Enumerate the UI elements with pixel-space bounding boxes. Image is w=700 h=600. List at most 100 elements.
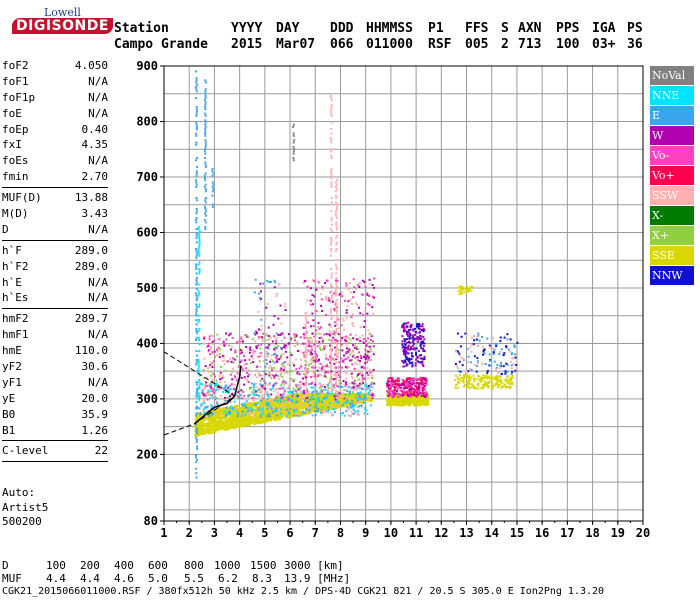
echo-point	[209, 387, 212, 390]
echo-point	[358, 306, 360, 309]
echo-point	[358, 282, 361, 284]
echo-point	[219, 343, 222, 345]
echo-point	[344, 381, 347, 384]
echo-point	[203, 336, 206, 339]
echo-point	[241, 403, 243, 406]
echo-point	[236, 372, 239, 375]
echo-point	[363, 401, 366, 404]
echo-point	[196, 387, 198, 390]
echo-point	[424, 377, 427, 380]
echo-point	[195, 181, 198, 184]
echo-point	[218, 356, 221, 359]
echo-point	[255, 409, 259, 412]
echo-point	[422, 392, 425, 395]
echo-point	[204, 214, 207, 217]
echo-point	[233, 400, 236, 403]
echo-point	[195, 121, 198, 124]
echo-point	[223, 344, 226, 347]
echo-point	[360, 406, 363, 409]
echo-point	[280, 415, 284, 418]
echo-point	[212, 352, 215, 355]
echo-point	[370, 349, 373, 352]
echo-point	[229, 411, 232, 414]
echo-point	[316, 389, 319, 392]
param-value: N/A	[88, 74, 108, 88]
echo-point	[393, 394, 396, 397]
echo-point	[243, 404, 246, 407]
echo-point	[315, 333, 318, 336]
echo-point	[204, 148, 207, 151]
echo-point	[265, 351, 268, 353]
echo-point	[317, 400, 320, 403]
echo-point	[227, 412, 230, 415]
echo-point	[198, 241, 201, 244]
param-row-clevel: C-level 22	[2, 443, 108, 459]
echo-point	[244, 411, 248, 414]
echo-point	[330, 341, 333, 344]
echo-point	[195, 330, 198, 333]
echo-point	[362, 398, 365, 401]
echo-point	[329, 404, 333, 407]
echo-point	[268, 374, 271, 377]
echo-point	[290, 337, 293, 340]
echo-point	[282, 412, 286, 415]
echo-point	[317, 374, 320, 377]
echo-point	[335, 188, 338, 191]
echo-point	[248, 415, 252, 418]
echo-point	[339, 382, 342, 385]
echo-point	[408, 387, 411, 390]
echo-point	[336, 393, 339, 396]
echo-point	[255, 416, 259, 418]
echo-point	[264, 387, 267, 390]
echo-point	[333, 373, 336, 376]
echo-point	[319, 390, 322, 393]
param-name: D	[2, 222, 9, 236]
echo-point	[216, 400, 219, 403]
echo-point	[292, 141, 295, 144]
echo-point	[312, 356, 315, 359]
echo-point	[339, 293, 342, 295]
echo-point	[208, 413, 211, 416]
echo-point	[329, 325, 332, 328]
echo-point	[362, 325, 365, 328]
echo-point	[305, 408, 308, 411]
echo-point	[195, 88, 198, 91]
echo-point	[250, 382, 253, 385]
echo-point	[409, 395, 412, 398]
echo-point	[408, 400, 412, 403]
echo-point	[275, 388, 278, 391]
echo-point	[277, 399, 280, 402]
echo-point	[327, 382, 330, 385]
echo-point	[417, 399, 421, 401]
echo-point	[286, 356, 289, 359]
echo-point	[204, 365, 207, 368]
param-value: 13.88	[74, 191, 108, 205]
echo-point	[305, 336, 308, 339]
echo-point	[358, 405, 361, 407]
echo-point	[276, 354, 279, 357]
echo-point	[334, 341, 337, 344]
echo-point	[283, 390, 286, 393]
echo-point	[254, 414, 257, 417]
echo-point	[364, 348, 367, 351]
echo-point	[197, 294, 200, 297]
echo-point	[305, 363, 308, 366]
echo-point	[235, 412, 238, 414]
echo-point	[314, 389, 317, 392]
echo-point	[261, 385, 264, 387]
echo-point	[403, 393, 406, 396]
echo-point	[302, 342, 305, 345]
param-name: yE	[2, 391, 16, 405]
echo-point	[252, 404, 256, 407]
echo-point	[349, 359, 352, 362]
echo-point	[210, 374, 212, 377]
echo-point	[244, 420, 248, 423]
echo-point	[214, 389, 217, 392]
param-value: N/A	[88, 106, 108, 120]
echo-point	[195, 467, 198, 470]
echo-point	[199, 433, 203, 435]
echo-point	[243, 416, 247, 419]
param-row-fxi: fxI 4.35	[2, 137, 108, 153]
echo-point	[195, 208, 198, 210]
echo-point	[338, 406, 342, 408]
